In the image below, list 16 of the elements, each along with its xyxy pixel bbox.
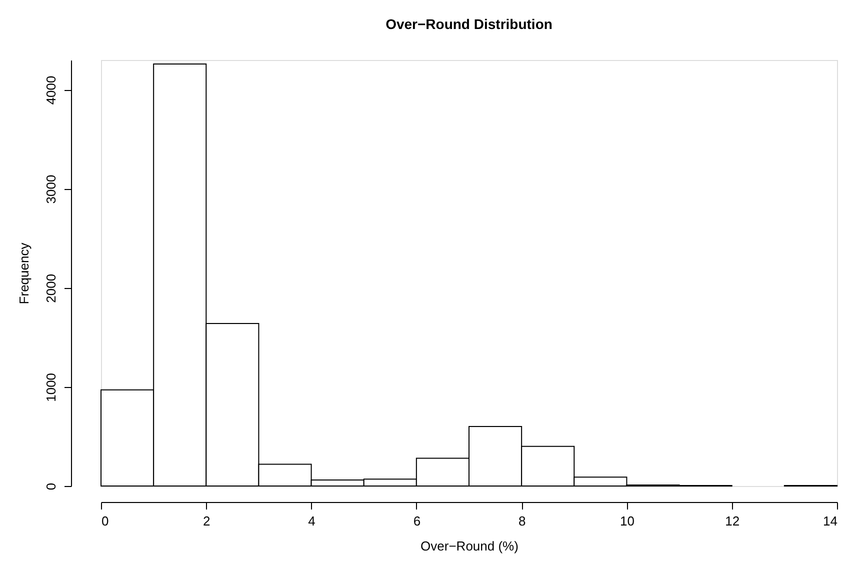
y-tick-label: 4000	[44, 76, 58, 105]
x-tick-label: 0	[102, 514, 109, 528]
x-tick-label: 8	[518, 514, 526, 528]
y-tick-label: 2000	[44, 274, 58, 303]
x-tick-label: 14	[823, 514, 838, 528]
y-tick-label: 1000	[44, 372, 58, 402]
x-tick-label: 2	[203, 514, 210, 528]
x-tick-label: 4	[308, 514, 316, 528]
y-tick-label: 0	[44, 482, 58, 490]
y-tick-label: 3000	[44, 174, 58, 204]
y-axis-title: Frequency	[16, 242, 32, 304]
x-axis-title: Over−Round (%)	[420, 538, 518, 554]
x-tick-label: 6	[413, 514, 421, 528]
chart-title: Over−Round Distribution	[386, 16, 552, 32]
x-tick-label: 12	[725, 514, 740, 528]
x-tick-label: 10	[620, 514, 634, 528]
